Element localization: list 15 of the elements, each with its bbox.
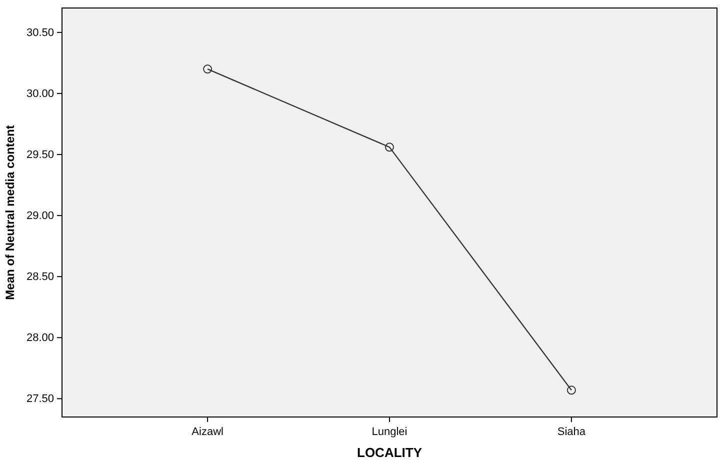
y-tick-label: 30.50: [26, 26, 54, 39]
y-tick-label: 28.00: [26, 332, 54, 344]
y-tick-label: 30.00: [26, 88, 54, 100]
x-tick-label: Siaha: [557, 426, 586, 438]
x-tick-label: Aizawl: [192, 426, 224, 438]
y-axis-title: Mean of Neutral media content: [3, 125, 17, 300]
y-tick-label: 29.00: [26, 210, 54, 222]
y-tick-label: 29.50: [26, 149, 54, 162]
x-axis-title: LOCALITY: [357, 445, 422, 460]
y-tick-label: 27.50: [26, 393, 54, 406]
y-tick-label: 28.50: [26, 271, 54, 284]
x-tick-label: Lunglei: [372, 426, 408, 438]
point: [566, 386, 576, 395]
point: [203, 64, 212, 74]
point: [385, 142, 394, 152]
